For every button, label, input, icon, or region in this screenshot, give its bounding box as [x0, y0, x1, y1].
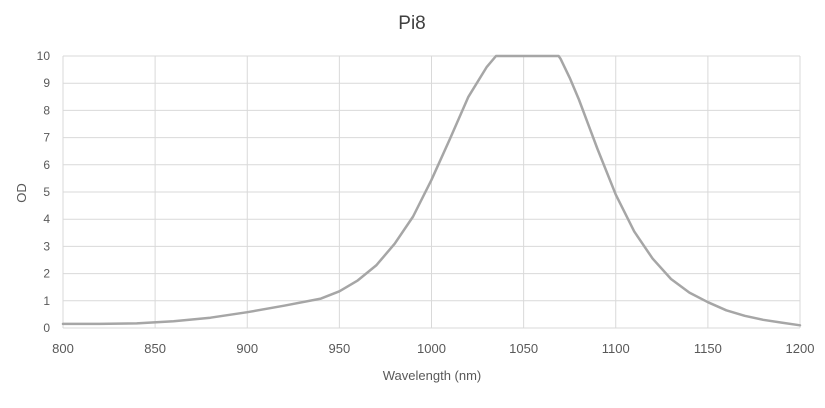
x-tick-label: 1050 [509, 341, 538, 356]
y-tick-label: 8 [43, 103, 50, 117]
y-tick-label: 10 [37, 49, 51, 63]
y-tick-label: 1 [43, 294, 50, 308]
y-tick-label: 2 [43, 267, 50, 281]
x-tick-label: 800 [52, 341, 74, 356]
y-tick-label: 6 [43, 158, 50, 172]
y-axis-ticks: 0 1 2 3 4 5 6 7 8 9 10 [37, 49, 51, 335]
series-layer [61, 54, 802, 327]
y-tick-label: 9 [43, 76, 50, 90]
x-tick-label: 950 [329, 341, 351, 356]
x-tick-label: 1150 [694, 341, 722, 356]
x-tick-label: 1200 [786, 341, 815, 356]
x-axis-label: Wavelength (nm) [383, 368, 482, 383]
y-tick-label: 7 [43, 131, 50, 145]
x-tick-label: 1100 [602, 341, 630, 356]
x-tick-label: 850 [144, 341, 166, 356]
y-tick-label: 3 [43, 239, 50, 253]
series-line-pi8 [61, 54, 802, 327]
gridlines [62, 55, 801, 329]
chart-title: Pi8 [398, 13, 425, 34]
x-axis-ticks: 800 850 900 950 1000 1050 1100 1150 1200 [52, 341, 814, 356]
y-tick-label: 5 [43, 185, 50, 199]
y-axis-label: OD [14, 183, 29, 203]
y-tick-label: 4 [43, 212, 50, 226]
x-tick-label: 1000 [417, 341, 446, 356]
y-tick-label: 0 [43, 321, 50, 335]
x-tick-label: 900 [236, 341, 258, 356]
